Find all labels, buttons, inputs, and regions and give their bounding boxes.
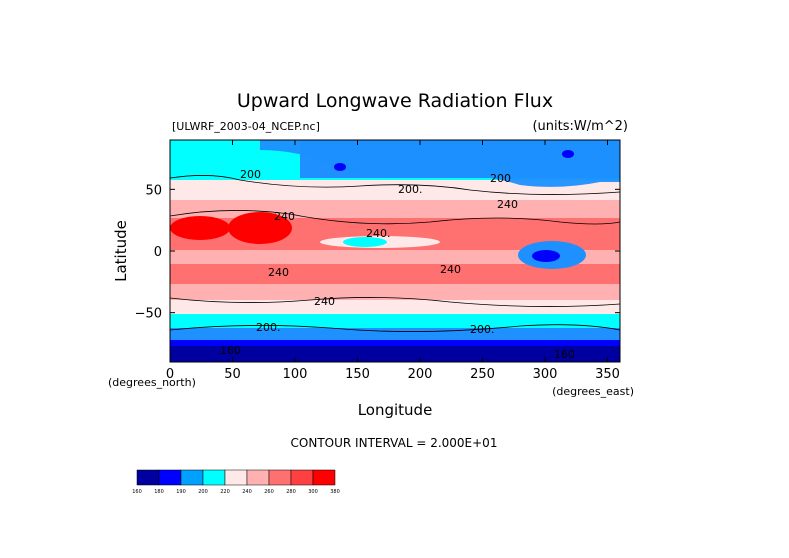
x-tick-label: 350 (595, 367, 620, 382)
deep-blue-north-spot (334, 163, 346, 171)
y-tick-label: 50 (145, 183, 162, 198)
colorbar-swatch (180, 469, 204, 486)
contour-label: 200 (490, 172, 511, 185)
deep-blue-amazon-core (532, 250, 560, 262)
chart-title: Upward Longwave Radiation Flux (237, 90, 553, 112)
contour-label: 200. (470, 323, 495, 336)
contour-line-tropics (170, 210, 620, 225)
y-units-label: (degrees_north) (108, 376, 196, 389)
deep-red-arabia (228, 212, 292, 244)
contour-label: 240 (440, 263, 461, 276)
band-cyan-south (170, 314, 620, 328)
x-tick-label: 50 (224, 367, 241, 382)
colorbar-swatch (268, 469, 292, 486)
colorbar-swatch (136, 469, 160, 486)
contour-label: 200. (398, 183, 423, 196)
colorbar-label: 300 (308, 489, 318, 495)
y-axis-label: Latitude (112, 220, 130, 282)
x-tick-label: 0 (166, 367, 174, 382)
colorbar-swatch (312, 469, 336, 486)
y-axis: 50 0 −50 (135, 183, 620, 322)
band-pale-south (170, 300, 620, 314)
band-pink-equator (170, 250, 620, 264)
northern-blue-lobe (260, 140, 620, 187)
deep-red-africa (170, 216, 230, 240)
heatmap-field (170, 140, 620, 362)
x-tick-label: 100 (283, 367, 308, 382)
contour-label: 200 (240, 168, 261, 181)
x-units-label: (degrees_east) (552, 385, 634, 398)
y-tick-label: −50 (135, 307, 162, 322)
x-axis: 0 50 100 150 200 250 300 350 (166, 140, 620, 382)
source-label: [ULWRF_2003-04_NCEP.nc] (172, 120, 320, 133)
colorbar-label: 190 (176, 489, 186, 495)
colorbar-label: 260 (264, 489, 274, 495)
contour-label: 240. (366, 227, 391, 240)
x-tick-label: 150 (345, 367, 370, 382)
contour-label: 240 (497, 198, 518, 211)
colorbar-label: 240 (242, 489, 252, 495)
colorbar-swatch (202, 469, 226, 486)
contour-labels: 200 200. 200 240 240. 240 240 240 200. 2… (220, 168, 575, 361)
contour-line-polar (170, 324, 620, 332)
contour-label: 180 (220, 344, 241, 357)
deep-blue-north-spot-2 (562, 150, 574, 158)
colorbar-swatch (158, 469, 182, 486)
band-deepblue-south (170, 346, 620, 362)
colorbar-swatch (224, 469, 248, 486)
colorbar-label: 160 (132, 489, 142, 495)
colorbar-label: 220 (220, 489, 230, 495)
x-tick-label: 200 (408, 367, 433, 382)
contour-label: 240 (314, 295, 335, 308)
band-midblue-south (170, 328, 620, 340)
x-tick-label: 300 (533, 367, 558, 382)
contour-interval-label: CONTOUR INTERVAL = 2.000E+01 (291, 436, 498, 450)
band-pink-north (170, 200, 620, 218)
contour-label: 240 (274, 210, 295, 223)
colorbar-swatch (290, 469, 314, 486)
colorbar-label: 180 (154, 489, 164, 495)
x-tick-label: 250 (470, 367, 495, 382)
colorbar-label: 200 (198, 489, 208, 495)
band-pink-south (170, 284, 620, 300)
x-axis-label: Longitude (358, 401, 433, 419)
colorbar: 160 180 190 200 220 240 260 280 300 380 (132, 469, 340, 495)
contour-label: 240 (268, 266, 289, 279)
colorbar-label: 280 (286, 489, 296, 495)
cyan-equatorial-patch (343, 237, 387, 247)
colorbar-label: 380 (330, 489, 340, 495)
y-tick-label: 0 (154, 245, 162, 260)
colorbar-swatch (246, 469, 270, 486)
contour-line-south (170, 297, 620, 307)
contour-label: 160 (554, 348, 575, 361)
contour-line-north (170, 175, 620, 195)
contour-label: 200. (256, 321, 281, 334)
units-label: (units:W/m^2) (532, 119, 628, 134)
